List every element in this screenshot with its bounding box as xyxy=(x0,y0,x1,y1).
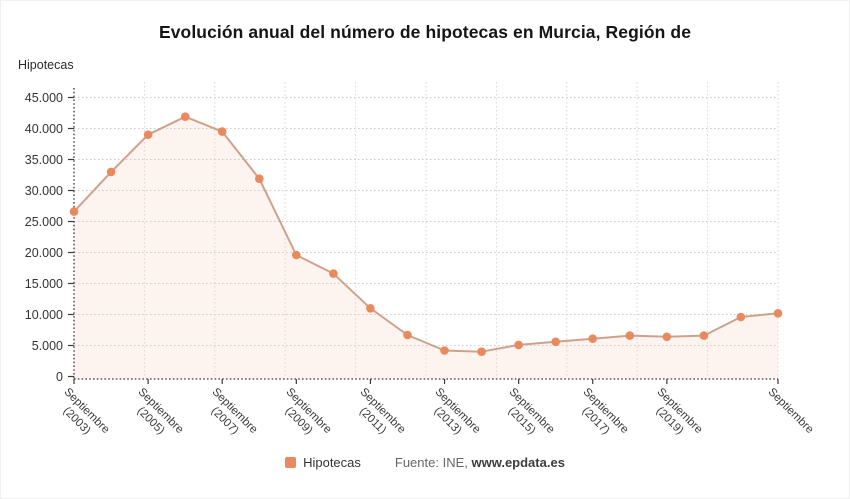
data-point[interactable] xyxy=(588,334,597,344)
data-point[interactable] xyxy=(329,269,338,278)
series-line-hipotecas xyxy=(73,115,779,353)
data-point[interactable] xyxy=(180,112,190,121)
data-point[interactable] xyxy=(366,304,375,313)
data-point[interactable] xyxy=(625,331,635,340)
y-tick-label: 40.000 xyxy=(25,122,63,136)
data-point[interactable] xyxy=(662,332,672,342)
data-point[interactable] xyxy=(292,250,301,260)
y-tick-label: 25.000 xyxy=(25,215,63,229)
y-tick-label: 0 xyxy=(56,370,63,384)
data-point[interactable] xyxy=(106,167,116,177)
data-point[interactable] xyxy=(551,337,560,347)
legend-item-hipotecas[interactable]: Hipotecas xyxy=(285,455,361,470)
y-tick-label: 45.000 xyxy=(25,91,63,105)
source-text: Fuente: INE, www.epdata.es xyxy=(395,455,565,470)
y-axis-title: Hipotecas xyxy=(18,58,74,72)
data-point[interactable] xyxy=(217,127,227,136)
data-point[interactable] xyxy=(69,207,79,216)
chart-canvas: 0 5.000 10.000 15.000 20.000 25.000 30.000 35.0… xyxy=(25,82,783,384)
y-tick-label: 30.000 xyxy=(25,184,63,198)
legend-label: Hipotecas xyxy=(303,455,361,470)
area-fill xyxy=(74,116,778,379)
legend-swatch xyxy=(285,457,297,468)
data-point[interactable] xyxy=(440,346,449,355)
source-prefix: Fuente: INE, xyxy=(394,455,472,470)
data-point[interactable] xyxy=(477,347,486,357)
y-tick-label: 35.000 xyxy=(25,153,63,167)
chart-title: Evolución anual del número de hipotecas … xyxy=(158,22,692,42)
y-tick-label: 20.000 xyxy=(25,246,63,260)
chart-legend: Hipotecas Fuente: INE, www.epdata.es xyxy=(0,455,850,470)
data-point[interactable] xyxy=(403,330,412,340)
y-tick-label: 5.000 xyxy=(32,339,63,353)
data-point[interactable] xyxy=(514,340,523,350)
data-point[interactable] xyxy=(736,312,746,322)
y-tick-label: 10.000 xyxy=(25,308,63,322)
data-point[interactable] xyxy=(699,331,709,340)
data-point[interactable] xyxy=(773,309,783,318)
source-link[interactable]: www.epdata.es xyxy=(471,455,565,470)
data-point[interactable] xyxy=(254,174,264,183)
y-tick-label: 15.000 xyxy=(25,277,63,291)
data-point[interactable] xyxy=(143,130,153,139)
